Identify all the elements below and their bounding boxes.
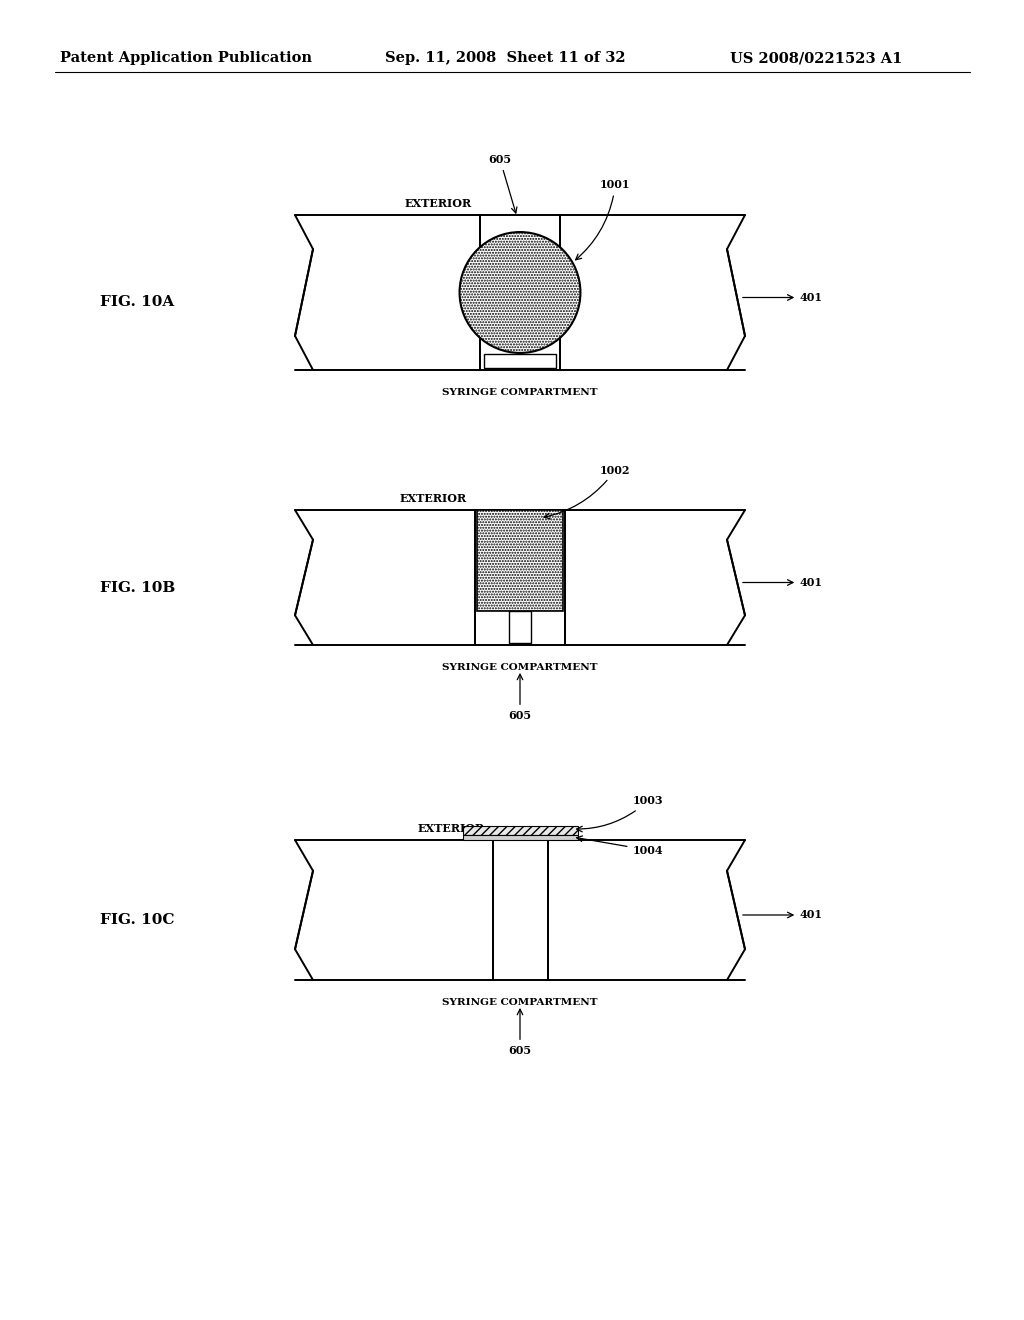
Circle shape xyxy=(460,232,581,352)
Polygon shape xyxy=(295,540,313,615)
Bar xyxy=(463,826,578,836)
Text: 401: 401 xyxy=(742,577,823,587)
Polygon shape xyxy=(295,871,313,949)
Text: 605: 605 xyxy=(509,675,531,721)
Bar xyxy=(477,510,563,611)
Polygon shape xyxy=(727,871,745,949)
Text: SYRINGE COMPARTMENT: SYRINGE COMPARTMENT xyxy=(442,998,598,1007)
Text: FIG. 10B: FIG. 10B xyxy=(100,581,175,594)
Polygon shape xyxy=(727,540,745,615)
Polygon shape xyxy=(727,249,745,335)
Text: SYRINGE COMPARTMENT: SYRINGE COMPARTMENT xyxy=(442,663,598,672)
Text: Sep. 11, 2008  Sheet 11 of 32: Sep. 11, 2008 Sheet 11 of 32 xyxy=(385,51,626,65)
Bar xyxy=(493,840,548,979)
Text: US 2008/0221523 A1: US 2008/0221523 A1 xyxy=(730,51,902,65)
Text: 1001: 1001 xyxy=(575,180,631,260)
Text: EXTERIOR: EXTERIOR xyxy=(406,198,472,209)
Bar xyxy=(480,215,560,370)
Bar xyxy=(463,836,578,840)
Bar xyxy=(475,510,565,645)
Text: 605: 605 xyxy=(488,154,517,213)
Text: FIG. 10A: FIG. 10A xyxy=(100,296,174,309)
Text: SYRINGE COMPARTMENT: SYRINGE COMPARTMENT xyxy=(442,388,598,397)
Text: 1004: 1004 xyxy=(577,836,664,855)
Bar xyxy=(493,840,548,979)
Bar xyxy=(295,510,475,645)
Text: Patent Application Publication: Patent Application Publication xyxy=(60,51,312,65)
Bar xyxy=(509,611,531,643)
Text: EXTERIOR: EXTERIOR xyxy=(418,822,484,834)
Text: 401: 401 xyxy=(742,909,823,920)
Text: 1002: 1002 xyxy=(544,465,631,519)
Bar xyxy=(565,510,745,645)
Bar xyxy=(560,215,745,370)
Text: 401: 401 xyxy=(742,292,823,304)
Bar xyxy=(295,215,480,370)
Text: FIG. 10C: FIG. 10C xyxy=(100,913,174,927)
Bar xyxy=(548,840,745,979)
Bar xyxy=(295,840,493,979)
Text: 1003: 1003 xyxy=(577,796,664,832)
Text: EXTERIOR: EXTERIOR xyxy=(400,492,467,504)
Polygon shape xyxy=(295,249,313,335)
Bar xyxy=(484,354,556,368)
Text: 605: 605 xyxy=(509,1010,531,1056)
